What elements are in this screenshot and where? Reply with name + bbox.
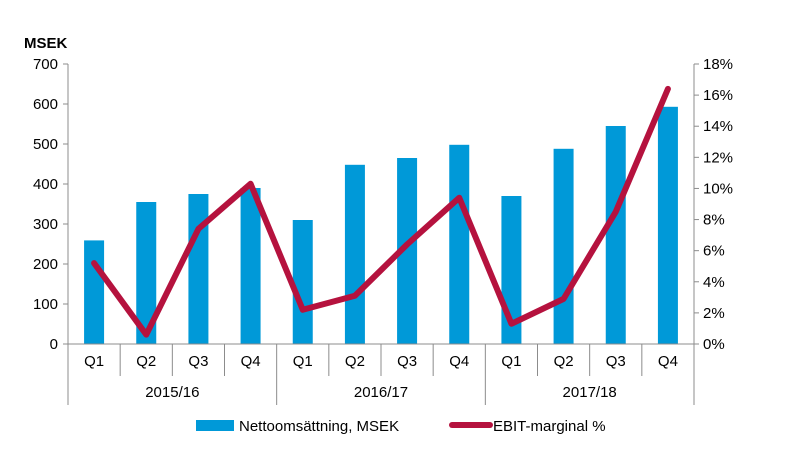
bar [657,106,678,344]
category-label: Q2 [554,353,574,370]
bar [240,188,261,344]
group-label: 2015/16 [145,384,199,401]
ebit-margin-line [91,85,671,338]
legend-bar-swatch [196,420,234,431]
bar [84,240,105,344]
right-tick-label: 10% [703,180,733,197]
legend-bar-label: Nettoomsättning, MSEK [239,418,399,435]
left-axis-ticks: 0 100 200 300 400 500 600 700 [33,56,68,353]
category-label: Q4 [241,353,261,370]
right-tick-label: 18% [703,56,733,73]
bar [605,126,626,344]
right-tick-label: 4% [703,274,725,291]
bar [136,202,157,344]
category-label: Q4 [449,353,469,370]
left-tick-label: 200 [33,256,58,273]
category-labels: Q1 Q2 Q3 Q4 Q1 Q2 Q3 Q4 Q1 Q2 Q3 Q4 [84,353,678,370]
group-labels: 2015/16 2016/17 2017/18 [145,384,617,401]
category-label: Q3 [606,353,626,370]
bar [344,164,365,344]
left-tick-label: 500 [33,136,58,153]
category-label: Q1 [501,353,521,370]
left-tick-label: 600 [33,96,58,113]
category-label: Q2 [136,353,156,370]
right-tick-label: 0% [703,336,725,353]
category-label: Q4 [658,353,678,370]
bar-series [84,106,678,344]
group-label: 2016/17 [354,384,408,401]
left-tick-label: 0 [50,336,58,353]
left-tick-label: 300 [33,216,58,233]
right-tick-label: 12% [703,149,733,166]
bar [188,194,209,344]
bar [292,220,313,344]
legend-line-label: EBIT-marginal % [493,418,606,435]
legend: Nettoomsättning, MSEK EBIT-marginal % [196,418,606,435]
right-tick-label: 16% [703,87,733,104]
y-axis-unit-label: MSEK [24,35,68,52]
bar [449,144,470,344]
right-tick-label: 14% [703,118,733,135]
left-tick-label: 700 [33,56,58,73]
left-tick-label: 400 [33,176,58,193]
left-tick-label: 100 [33,296,58,313]
bar [553,148,574,344]
group-label: 2017/18 [563,384,617,401]
axes [67,64,695,405]
right-tick-label: 8% [703,212,725,229]
right-tick-label: 2% [703,305,725,322]
category-label: Q3 [188,353,208,370]
category-label: Q1 [84,353,104,370]
right-axis-ticks: 0% 2% 4% 6% 8% 10% 12% 14% 16% 18% [694,56,733,353]
category-label: Q1 [293,353,313,370]
line-series [91,85,671,338]
category-label: Q3 [397,353,417,370]
bar [397,158,418,344]
category-label: Q2 [345,353,365,370]
right-tick-label: 6% [703,243,725,260]
